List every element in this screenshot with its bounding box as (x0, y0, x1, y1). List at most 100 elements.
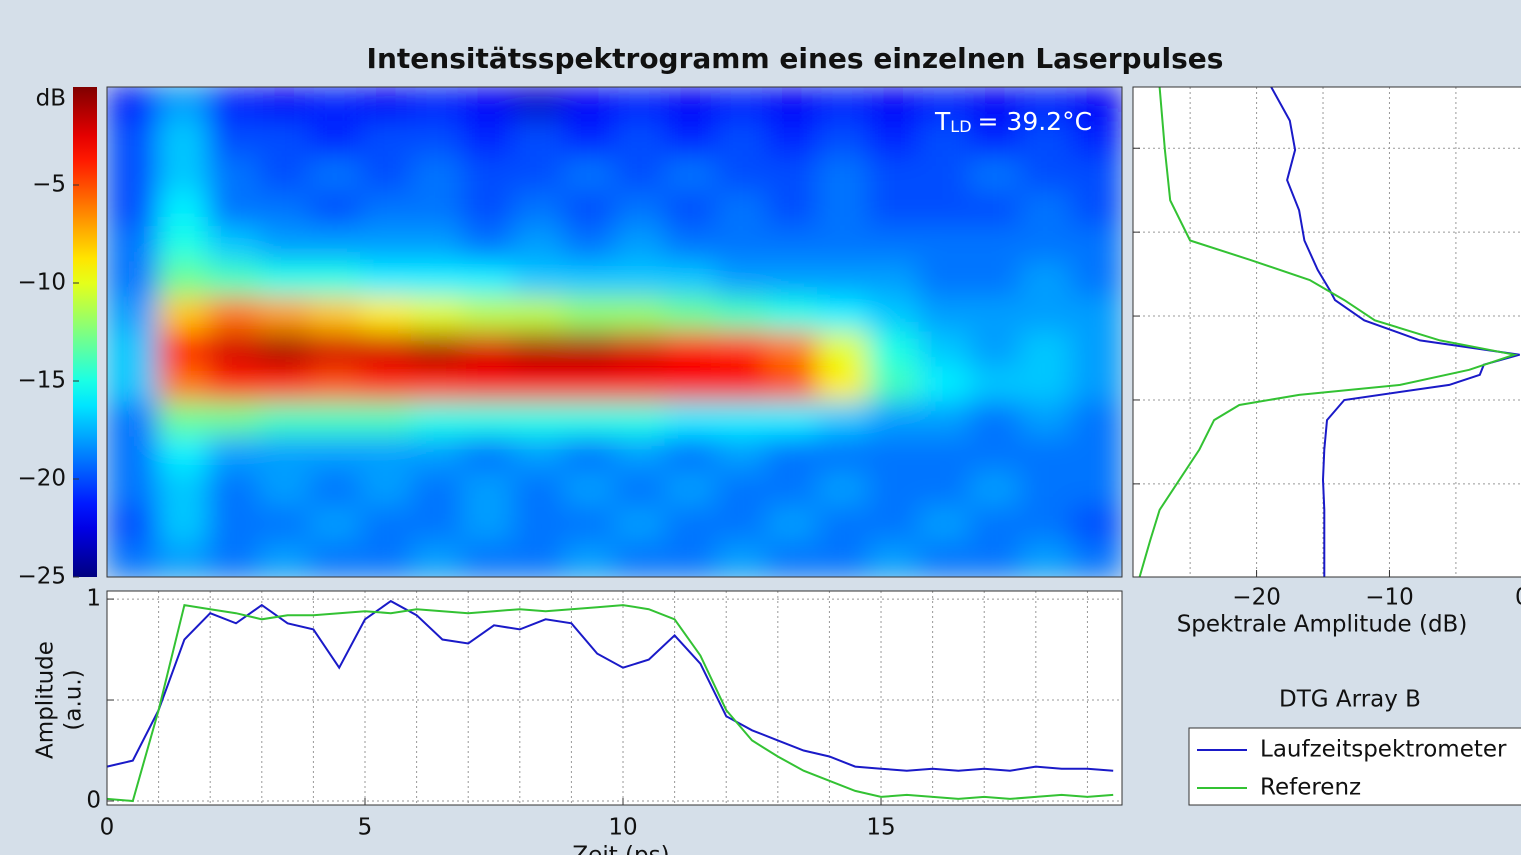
heatmap-cell (715, 87, 768, 123)
heatmap-cell (157, 296, 209, 333)
heatmap-cell (969, 436, 1021, 473)
heatmap-cell (867, 261, 920, 298)
heatmap-cell (715, 541, 768, 577)
heatmap-cell (766, 226, 818, 263)
heatmap-cell (461, 87, 514, 123)
heatmap-cell (208, 261, 260, 298)
heatmap-cell (512, 226, 565, 263)
series-line (1270, 87, 1520, 577)
heatmap-cell (614, 226, 666, 263)
heatmap-cell (411, 87, 463, 123)
heatmap-cell (107, 191, 159, 228)
amplitude-frame (106, 590, 1123, 806)
heatmap-cell (969, 506, 1021, 543)
heatmap-cell (817, 471, 869, 508)
heatmap-cell (411, 331, 463, 368)
heatmap-cell (461, 506, 514, 543)
heatmap-cell (411, 121, 463, 158)
heatmap-cell (715, 401, 768, 438)
legend-title: DTG Array B (1279, 687, 1421, 713)
heatmap-cell (867, 471, 920, 508)
heatmap-cell (664, 261, 717, 298)
heatmap-cell (1070, 121, 1122, 158)
heatmap-cell (309, 87, 362, 123)
spectrum-plot (1133, 87, 1521, 577)
heatmap-cell (614, 191, 666, 228)
heatmap-cell (258, 401, 311, 438)
heatmap-cell (969, 331, 1021, 368)
heatmap-cell (664, 366, 717, 403)
heatmap-cell (512, 87, 565, 123)
heatmap-cell (208, 296, 260, 333)
heatmap-cell (360, 541, 412, 577)
heatmap-cell (867, 366, 920, 403)
heatmap-cell (664, 541, 717, 577)
heatmap-cell (715, 471, 768, 508)
heatmap-cell (969, 471, 1021, 508)
heatmap-cell (1070, 366, 1122, 403)
heatmap-cell (309, 436, 362, 473)
heatmap-cell (309, 366, 362, 403)
annotation: TLD = 39.2°C (934, 107, 1092, 136)
heatmap-cell (867, 191, 920, 228)
heatmap-cell (563, 121, 615, 158)
heatmap-cell (867, 121, 920, 158)
heatmap-cell (1020, 191, 1072, 228)
heatmap-cell (614, 506, 666, 543)
heatmap-cell (258, 296, 311, 333)
heatmap-cell (614, 121, 666, 158)
heatmap-cell (411, 506, 463, 543)
heatmap-cell (867, 331, 920, 368)
heatmap-cell (1070, 156, 1122, 193)
heatmap-cell (766, 471, 818, 508)
heatmap-cell (563, 156, 615, 193)
heatmap-cell (614, 87, 666, 123)
heatmap-cell (157, 156, 209, 193)
heatmap-cell (969, 191, 1021, 228)
heatmap-cell (157, 226, 209, 263)
heatmap-cell (614, 541, 666, 577)
heatmap-cell (563, 87, 615, 123)
heatmap-cell (563, 296, 615, 333)
heatmap-cell (258, 191, 311, 228)
series-line (1138, 87, 1519, 577)
heatmap-cell (715, 366, 768, 403)
spectrum-axis: −20 −10 0 (1133, 147, 1521, 611)
heatmap-cell (258, 436, 311, 473)
heatmap-cell (766, 436, 818, 473)
heatmap-cell (563, 366, 615, 403)
heatmap-cell (411, 226, 463, 263)
heatmap-cell (918, 541, 971, 577)
heatmap-cell (107, 471, 159, 508)
heatmap-cell (766, 121, 818, 158)
heatmap-cell (614, 401, 666, 438)
heatmap-cell (715, 261, 768, 298)
heatmap-cell (360, 87, 412, 123)
heatmap-cell (360, 506, 412, 543)
heatmap-cell (512, 156, 565, 193)
heatmap-cell (614, 436, 666, 473)
heatmap-cell (461, 366, 514, 403)
heatmap-cell (1070, 436, 1122, 473)
heatmap-cell (360, 436, 412, 473)
heatmap-cell (918, 436, 971, 473)
heatmap-cell (867, 87, 920, 123)
heatmap-cell (107, 226, 159, 263)
heatmap-cell (360, 191, 412, 228)
colorbar-tick-label: −20 (17, 466, 66, 492)
heatmap-cell (563, 541, 615, 577)
heatmap-cell (614, 296, 666, 333)
series-line (106, 599, 1114, 772)
heatmap-cell (715, 226, 768, 263)
heatmap-cell (411, 436, 463, 473)
heatmap-cell (563, 261, 615, 298)
heatmap-cell (918, 156, 971, 193)
heatmap-cell (208, 191, 260, 228)
legend-label: Laufzeitspektrometer (1260, 737, 1507, 763)
heatmap-cell (512, 331, 565, 368)
heatmap-cell (157, 121, 209, 158)
heatmap-cell (258, 366, 311, 403)
heatmap-cell (918, 401, 971, 438)
heatmap-cell (411, 261, 463, 298)
heatmap-cell (715, 436, 768, 473)
